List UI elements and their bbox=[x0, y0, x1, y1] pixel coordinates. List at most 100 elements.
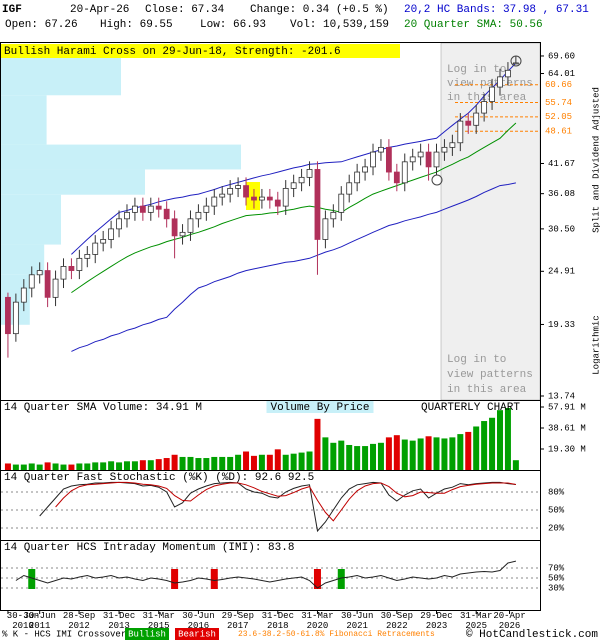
candle-body bbox=[306, 169, 313, 178]
volume-bar bbox=[274, 449, 281, 470]
candle-body bbox=[20, 287, 27, 303]
overlay-text: Log in to bbox=[447, 354, 506, 366]
volume-bar bbox=[92, 462, 99, 470]
volume-bar bbox=[4, 463, 11, 470]
candle-body bbox=[362, 166, 368, 173]
volume-bar bbox=[362, 446, 369, 470]
date: 20-Apr-26 bbox=[70, 4, 129, 16]
volume-bar bbox=[504, 407, 511, 470]
volume-by-price-bar bbox=[1, 244, 45, 275]
volume-bar bbox=[28, 463, 35, 470]
panel-title: 14 Quarter Fast Stochastic (%K) (%D): 92… bbox=[4, 472, 314, 484]
signal-bar bbox=[337, 569, 345, 589]
candle-body bbox=[139, 205, 146, 213]
candle-body bbox=[481, 101, 488, 114]
volume-bar bbox=[211, 456, 218, 470]
y-tick-label: 64.01 bbox=[548, 69, 575, 79]
y-tick-label: 19.33 bbox=[548, 320, 575, 330]
signal-bar bbox=[28, 569, 36, 589]
candle-body bbox=[68, 266, 75, 271]
volume-bar bbox=[131, 461, 138, 470]
volume-bar bbox=[457, 434, 464, 470]
y-tick-label: 30.50 bbox=[548, 224, 575, 234]
candle-body bbox=[163, 208, 170, 220]
indicator-line bbox=[71, 62, 517, 255]
volume-bar bbox=[441, 438, 448, 470]
volume-bar bbox=[322, 437, 329, 470]
y-tick-label: 36.08 bbox=[548, 189, 575, 199]
panel-title: 14 Quarter SMA Volume: 34.91 M bbox=[4, 402, 202, 414]
change: Change: 0.34 (+0.5 %) bbox=[250, 4, 389, 16]
y-tick-label: 50% bbox=[548, 573, 565, 583]
volume-bar bbox=[179, 456, 186, 470]
signal-bar bbox=[313, 569, 321, 589]
side-note: Split and Dividend Adjusted bbox=[591, 87, 600, 233]
candle-body bbox=[195, 211, 202, 220]
x-tick-label: 31-Mar 2020 bbox=[301, 611, 334, 631]
low: Low: 66.93 bbox=[200, 19, 266, 31]
candle-body bbox=[425, 151, 432, 168]
candle-body bbox=[124, 211, 130, 220]
volume-bar bbox=[12, 464, 19, 470]
overlay-text: in this area bbox=[447, 92, 527, 104]
volume-bar bbox=[338, 440, 345, 470]
candle-body bbox=[187, 218, 194, 233]
volume-bar bbox=[346, 444, 353, 470]
x-tick-label: 31-Mar 2025 bbox=[459, 611, 493, 631]
candle-body bbox=[259, 196, 265, 201]
candle-body bbox=[433, 151, 440, 168]
candle-body bbox=[449, 142, 456, 148]
volume-bar bbox=[401, 439, 408, 470]
volume-bar bbox=[68, 464, 75, 470]
candle-body bbox=[243, 185, 249, 198]
candle-body bbox=[171, 218, 178, 237]
volume-bar bbox=[314, 418, 321, 470]
pattern-marker bbox=[431, 174, 443, 186]
volume-bar bbox=[409, 440, 416, 470]
candle-body bbox=[116, 218, 122, 230]
y-tick-label: 20% bbox=[548, 523, 565, 533]
candle-body bbox=[473, 112, 480, 126]
overlay-text: Log in to bbox=[447, 64, 506, 76]
stochastic-line bbox=[39, 481, 516, 533]
candle-body bbox=[92, 242, 99, 255]
candle-body bbox=[393, 171, 400, 184]
volume-bar bbox=[354, 446, 361, 470]
x-tick-label: 31-Dec 2013 bbox=[102, 611, 136, 631]
volume-bar bbox=[489, 417, 496, 470]
fib-label: 52.05 bbox=[545, 112, 572, 122]
legend-swatch bbox=[175, 628, 219, 640]
candle-body bbox=[274, 199, 281, 207]
x-tick-label: 20-Apr 2026 bbox=[493, 611, 526, 631]
candle-body bbox=[465, 120, 472, 126]
volume-bar bbox=[425, 436, 432, 470]
overlay-text: in this area bbox=[447, 384, 527, 396]
y-tick-label: 80% bbox=[548, 487, 565, 497]
volume-bar bbox=[449, 437, 456, 470]
volume-bar bbox=[171, 454, 178, 470]
candle-body bbox=[132, 205, 138, 213]
y-tick-label: 57.91 M bbox=[548, 402, 586, 412]
candle-body bbox=[36, 270, 43, 276]
volume-bar bbox=[393, 435, 400, 470]
pattern-marker bbox=[510, 55, 522, 67]
volume-bar bbox=[123, 461, 130, 470]
plot-layer: Log in to Log in to view patterns view patt… bbox=[1, 42, 600, 614]
footer-credit: © HotCandlestick.com bbox=[466, 629, 598, 640]
high: High: 69.55 bbox=[100, 19, 173, 31]
volume-by-price-bar bbox=[1, 194, 61, 245]
annotation: Bullish Harami Cross on 29-Jun-18, Stren… bbox=[4, 46, 341, 58]
candle-body bbox=[155, 205, 162, 210]
volume-bar bbox=[227, 456, 234, 470]
pattern-highlight bbox=[246, 182, 260, 210]
candle-body bbox=[28, 274, 35, 289]
volume-bar bbox=[44, 462, 51, 470]
panel-title: 14 Quarter HCS Intraday Momentum (IMI): … bbox=[4, 542, 294, 554]
indicator-line bbox=[71, 122, 517, 294]
volume-bar bbox=[385, 437, 392, 470]
volume-bar bbox=[290, 453, 297, 470]
x-tick-label: 30-Jun 2011 bbox=[23, 611, 56, 631]
x-tick-label: 30-Jun 2016 bbox=[182, 611, 215, 631]
x-tick-label: 28-Sep 2012 bbox=[62, 611, 96, 631]
